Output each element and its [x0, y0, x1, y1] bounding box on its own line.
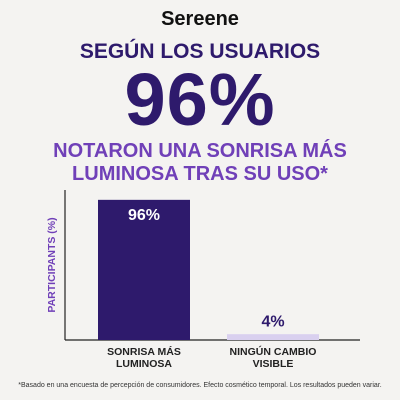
x-tick-label: SONRISA MÁS LUMINOSA: [107, 346, 181, 370]
x-tick-label: NINGÚN CAMBIO VISIBLE: [229, 346, 317, 370]
bar: [227, 334, 319, 340]
headline-big: 96%: [124, 58, 276, 141]
footnote: *Basado en una encuesta de percepción de…: [18, 382, 382, 389]
bar: [98, 199, 190, 340]
headline-bottom: NOTARON UNA SONRISA MÁS LUMINOSA TRAS SU…: [53, 140, 347, 185]
value-label: 96%: [128, 207, 160, 224]
brand: Sereene: [161, 8, 239, 30]
value-label: 4%: [261, 313, 284, 330]
headline-top: SEGÚN LOS USUARIOS: [79, 40, 321, 63]
y-axis-label: PARTICIPANTS (%): [46, 217, 58, 312]
